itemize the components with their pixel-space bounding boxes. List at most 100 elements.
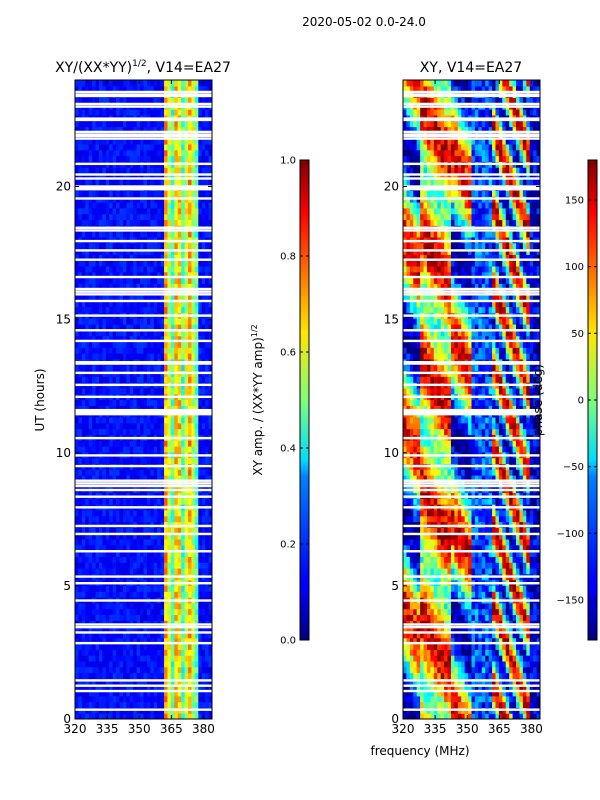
heatmap-cell xyxy=(512,672,517,679)
heatmap-cell xyxy=(160,172,165,180)
heatmap-cell xyxy=(437,649,442,656)
heatmap-cell xyxy=(164,277,169,284)
heatmap-cell xyxy=(205,167,210,174)
heatmap-cell xyxy=(181,445,186,453)
heatmap-cell xyxy=(536,695,540,703)
heatmap-cell xyxy=(177,689,182,697)
heatmap-cell xyxy=(122,265,127,273)
heatmap-cell xyxy=(160,556,165,563)
heatmap-cell xyxy=(160,527,165,534)
heatmap-cell xyxy=(191,353,196,360)
flagged-row xyxy=(75,275,212,279)
heatmap-cell xyxy=(105,399,110,406)
heatmap-cell xyxy=(160,85,165,93)
heatmap-cell xyxy=(88,428,93,435)
heatmap-cell xyxy=(112,143,117,151)
heatmap-cell xyxy=(526,689,531,697)
heatmap-cell xyxy=(105,498,110,505)
flagged-row xyxy=(75,684,212,687)
heatmap-cell xyxy=(201,515,206,523)
heatmap-cell xyxy=(140,97,145,104)
heatmap-cell xyxy=(403,649,408,656)
heatmap-cell xyxy=(133,201,138,209)
heatmap-cell xyxy=(184,120,189,128)
heatmap-cell xyxy=(75,608,80,616)
heatmap-cell xyxy=(112,248,117,255)
heatmap-cell xyxy=(92,469,97,476)
heatmap-cell xyxy=(205,190,210,197)
heatmap-cell xyxy=(160,120,165,128)
heatmap-cell xyxy=(116,155,121,162)
heatmap-cell xyxy=(116,201,121,209)
heatmap-cell xyxy=(181,120,186,128)
heatmap-cell xyxy=(153,376,158,383)
heatmap-cell xyxy=(81,376,86,383)
heatmap-cell xyxy=(413,695,418,703)
heatmap-cell xyxy=(509,649,514,656)
heatmap-cell xyxy=(177,126,182,133)
heatmap-cell xyxy=(167,387,172,395)
heatmap-cell xyxy=(488,666,493,674)
heatmap-cell xyxy=(98,666,103,674)
heatmap-cell xyxy=(502,666,507,674)
heatmap-cell xyxy=(140,405,145,412)
heatmap-cell xyxy=(184,689,189,697)
heatmap-cell xyxy=(112,85,117,93)
heatmap-cell xyxy=(78,219,83,226)
heatmap-cell xyxy=(81,283,86,290)
right-heatmap xyxy=(403,80,540,719)
heatmap-cell xyxy=(160,213,165,221)
heatmap-cell xyxy=(81,387,86,395)
heatmap-cell xyxy=(177,318,182,325)
heatmap-cell xyxy=(98,353,103,360)
heatmap-cell xyxy=(198,550,203,557)
heatmap-cell xyxy=(122,335,127,343)
heatmap-cell xyxy=(194,515,199,523)
heatmap-cell xyxy=(194,85,199,93)
heatmap-cell xyxy=(201,533,206,540)
heatmap-cell xyxy=(167,445,172,453)
heatmap-cell xyxy=(403,713,408,719)
heatmap-cell xyxy=(88,85,93,93)
heatmap-cell xyxy=(492,695,497,703)
heatmap-cell xyxy=(85,550,90,557)
heatmap-cell xyxy=(133,300,138,308)
heatmap-cell xyxy=(505,660,510,668)
heatmap-cell xyxy=(126,254,131,261)
heatmap-cell xyxy=(181,405,186,412)
heatmap-cell xyxy=(440,713,445,719)
heatmap-cell xyxy=(430,655,435,662)
flagged-row xyxy=(75,708,212,711)
heatmap-cell xyxy=(174,562,179,569)
heatmap-cell xyxy=(444,689,449,697)
heatmap-cell xyxy=(450,649,455,656)
heatmap-cell xyxy=(119,469,124,476)
heatmap-cell xyxy=(160,672,165,679)
heatmap-cell xyxy=(495,713,500,719)
heatmap-cell xyxy=(92,341,97,348)
heatmap-cell xyxy=(167,80,172,87)
heatmap-cell xyxy=(157,602,162,610)
heatmap-cell xyxy=(92,655,97,662)
heatmap-cell xyxy=(194,80,199,87)
heatmap-cell xyxy=(81,660,86,668)
heatmap-cell xyxy=(174,527,179,534)
heatmap-cell xyxy=(184,550,189,557)
heatmap-cell xyxy=(184,341,189,348)
heatmap-cell xyxy=(174,155,179,162)
heatmap-cell xyxy=(177,533,182,540)
heatmap-cell xyxy=(150,190,155,197)
heatmap-cell xyxy=(143,265,148,273)
heatmap-cell xyxy=(447,666,452,674)
heatmap-cell xyxy=(150,254,155,261)
heatmap-cell xyxy=(157,399,162,406)
heatmap-cell xyxy=(174,341,179,348)
heatmap-cell xyxy=(167,341,172,348)
heatmap-cell xyxy=(143,544,148,552)
heatmap-cell xyxy=(78,689,83,697)
heatmap-cell xyxy=(474,655,479,662)
heatmap-cell xyxy=(143,626,148,633)
heatmap-cell xyxy=(153,248,158,255)
heatmap-cell xyxy=(201,149,206,157)
heatmap-cell xyxy=(201,300,206,308)
